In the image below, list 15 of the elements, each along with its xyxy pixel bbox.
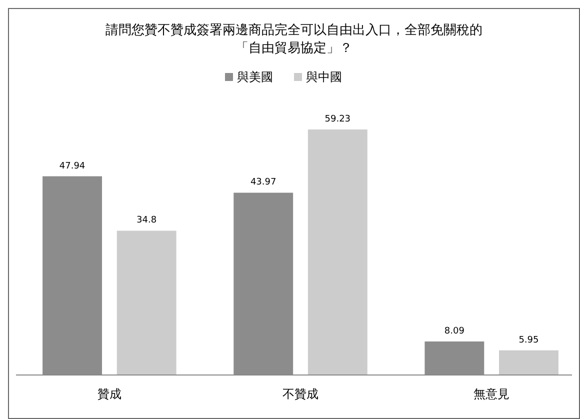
bar — [116, 230, 176, 375]
bar — [308, 129, 368, 375]
data-label: 47.94 — [59, 161, 86, 172]
data-label: 59.23 — [324, 114, 351, 124]
legend-label: 與美國 — [237, 70, 273, 84]
data-label: 5.95 — [518, 335, 539, 346]
x-tick-label: 贊成 — [97, 387, 122, 401]
bar — [499, 350, 558, 375]
chart-title: 請問您贊不贊成簽署兩邊商品完全可以自由出入口，全部免關稅的「自由貿易協定」？ — [106, 22, 482, 56]
x-tick-label: 無意見 — [474, 387, 510, 401]
x-tick-label: 不贊成 — [282, 387, 318, 401]
data-label: 43.97 — [250, 178, 276, 188]
data-label: 34.8 — [136, 216, 157, 226]
legend-label: 與中國 — [306, 70, 342, 84]
data-label: 8.09 — [444, 326, 465, 336]
